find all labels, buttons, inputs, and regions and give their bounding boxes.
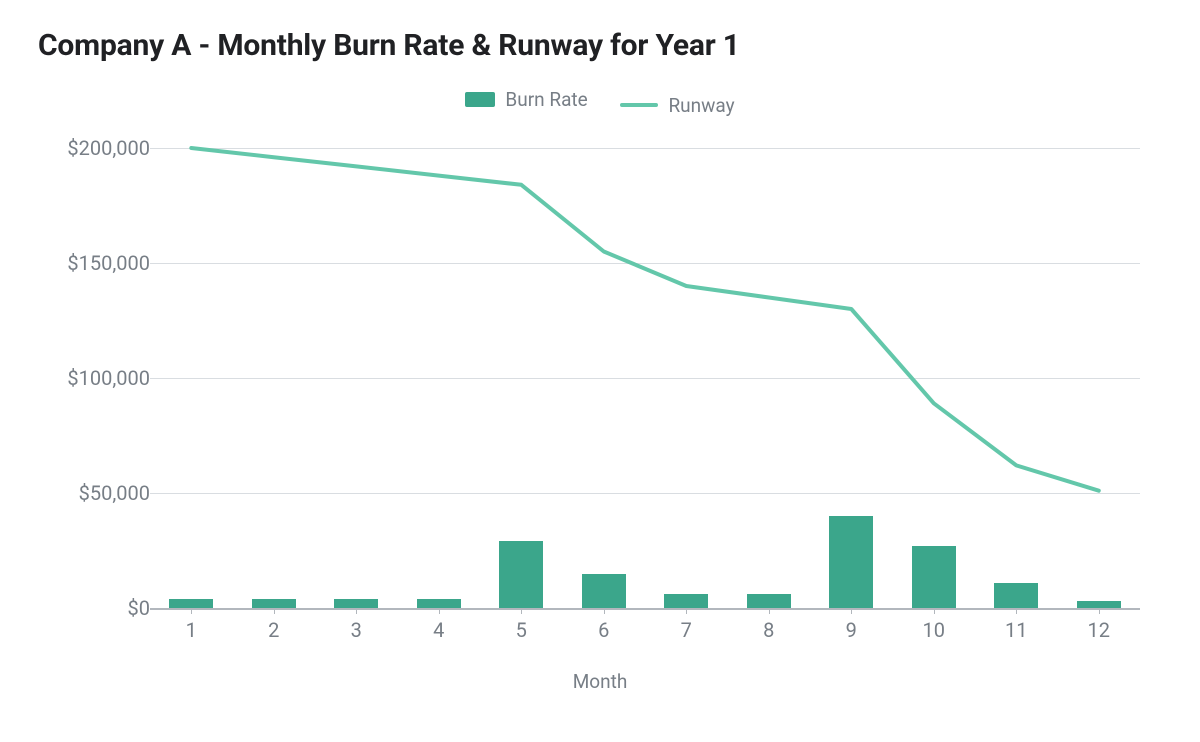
- x-axis-line: [150, 608, 1140, 610]
- x-tick-label: 2: [268, 618, 279, 642]
- x-tick-label: 3: [351, 618, 362, 642]
- x-tick-label: 8: [763, 618, 774, 642]
- x-tick-label: 5: [516, 618, 527, 642]
- x-tick-label: 1: [186, 618, 197, 642]
- burn-runway-chart: Company A - Monthly Burn Rate & Runway f…: [0, 0, 1200, 742]
- y-tick-label: $0: [50, 596, 150, 620]
- y-tick-label: $150,000: [50, 251, 150, 275]
- x-tick-label: 7: [681, 618, 692, 642]
- plot-area: [150, 148, 1140, 608]
- legend-swatch-bar-icon: [465, 92, 495, 107]
- legend-item-burn-rate: Burn Rate: [465, 88, 587, 111]
- x-axis-label: Month: [0, 670, 1200, 693]
- chart-title: Company A - Monthly Burn Rate & Runway f…: [38, 28, 740, 63]
- x-tick-label: 11: [1005, 618, 1027, 642]
- legend-label: Burn Rate: [505, 88, 587, 111]
- y-tick-label: $100,000: [50, 366, 150, 390]
- x-tick-label: 6: [598, 618, 609, 642]
- legend-label: Runway: [668, 94, 734, 117]
- x-tick-label: 10: [923, 618, 945, 642]
- legend-swatch-line-icon: [620, 103, 658, 107]
- y-tick-label: $200,000: [50, 136, 150, 160]
- runway-line: [150, 148, 1140, 608]
- x-tick-label: 12: [1088, 618, 1110, 642]
- y-tick-label: $50,000: [50, 481, 150, 505]
- legend-item-runway: Runway: [620, 94, 734, 117]
- chart-legend: Burn Rate Runway: [0, 88, 1200, 117]
- x-tick-label: 9: [846, 618, 857, 642]
- x-tick-label: 4: [433, 618, 444, 642]
